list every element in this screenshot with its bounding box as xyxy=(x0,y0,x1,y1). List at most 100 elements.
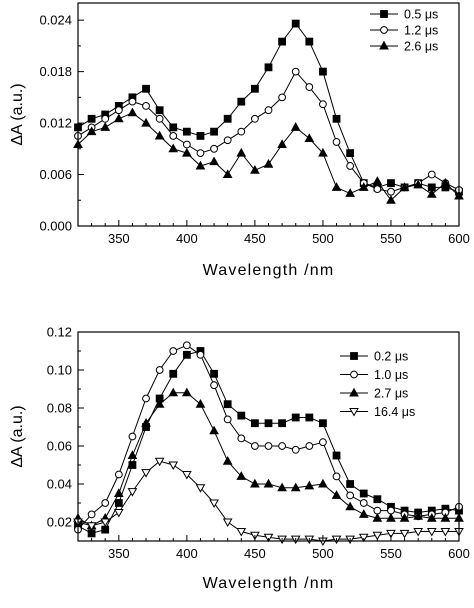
data-point xyxy=(113,509,124,518)
data-point xyxy=(196,132,205,140)
data-point xyxy=(223,136,232,145)
data-point xyxy=(346,480,355,488)
data-point xyxy=(142,394,150,403)
data-point xyxy=(141,469,151,478)
data-point xyxy=(100,518,111,528)
data-point xyxy=(346,491,355,500)
data-point xyxy=(210,381,218,390)
data-point xyxy=(319,100,327,109)
data-point xyxy=(210,127,218,136)
y-tick-label: 0.024 xyxy=(39,13,72,28)
data-point xyxy=(141,117,151,127)
data-point xyxy=(222,169,233,179)
x-axis-title: Wavelength /nm xyxy=(203,262,335,279)
data-point xyxy=(236,528,247,537)
data-point xyxy=(264,63,273,72)
data-point xyxy=(142,102,150,110)
x-tick-label: 500 xyxy=(312,546,334,561)
data-point xyxy=(128,432,137,441)
data-point xyxy=(440,177,451,187)
data-point xyxy=(101,525,110,534)
y-tick-label: 0.018 xyxy=(39,64,72,79)
y-tick-label: 0.02 xyxy=(47,515,72,530)
x-tick-label: 400 xyxy=(176,546,198,561)
data-point xyxy=(169,369,178,378)
data-point xyxy=(359,499,368,507)
data-point xyxy=(169,132,178,140)
data-point xyxy=(142,84,150,93)
legend-label: 1.2 μs xyxy=(404,24,438,38)
data-point xyxy=(209,156,219,166)
legend-marker xyxy=(379,40,389,50)
data-point xyxy=(114,106,123,115)
series-line xyxy=(77,460,459,542)
x-tick-label: 350 xyxy=(108,231,130,246)
y-axis-title: ΔA (a.u.) xyxy=(9,83,26,145)
legend-marker xyxy=(349,408,359,417)
data-point xyxy=(332,451,341,460)
data-point xyxy=(168,387,179,397)
legend-label: 0.2 μs xyxy=(374,350,408,364)
data-point xyxy=(113,488,124,497)
data-point xyxy=(319,419,327,428)
data-point xyxy=(222,518,233,528)
data-point xyxy=(101,114,110,123)
data-point xyxy=(237,411,246,420)
y-tick-label: 0.000 xyxy=(39,219,72,234)
data-point xyxy=(195,398,206,408)
data-point xyxy=(250,419,259,428)
data-point xyxy=(223,114,232,123)
data-point xyxy=(358,182,369,191)
legend-label: 2.6 μs xyxy=(404,40,438,54)
y-tick-label: 0.06 xyxy=(47,439,72,454)
data-point xyxy=(100,122,111,131)
data-point xyxy=(304,133,315,143)
series-4 xyxy=(73,457,464,547)
chart-panel-1: 350 400 450 500 550 600 0.000 0.006 0.012 0.018 0.… xyxy=(9,2,470,279)
data-point xyxy=(236,147,247,157)
data-point xyxy=(345,188,355,197)
data-point xyxy=(399,512,410,522)
data-point xyxy=(290,482,301,492)
data-point xyxy=(277,139,287,149)
data-point xyxy=(223,400,232,409)
data-point xyxy=(291,413,300,422)
data-point xyxy=(237,434,246,443)
data-point xyxy=(386,512,396,522)
legend-label: 2.7 μs xyxy=(374,387,408,401)
data-point xyxy=(426,189,437,198)
data-point xyxy=(155,106,164,115)
y-tick-label: 0.12 xyxy=(47,325,72,340)
data-point xyxy=(196,149,205,157)
data-point xyxy=(427,170,436,179)
data-point xyxy=(210,369,218,378)
x-tick-label: 550 xyxy=(380,546,402,561)
data-point xyxy=(209,425,219,435)
data-point xyxy=(182,341,191,350)
data-point xyxy=(413,528,424,537)
data-point xyxy=(278,419,287,428)
series-2 xyxy=(74,67,463,196)
x-tick-label: 600 xyxy=(448,231,470,246)
data-point xyxy=(263,478,274,488)
data-point xyxy=(440,512,451,522)
data-point xyxy=(278,37,287,46)
y-tick-label: 0.10 xyxy=(47,363,72,378)
data-point xyxy=(426,512,437,522)
data-point xyxy=(87,114,96,123)
legend-label: 1.0 μs xyxy=(374,368,408,382)
data-point xyxy=(237,97,246,106)
x-axis-title: Wavelength /nm xyxy=(203,575,335,592)
data-point xyxy=(277,482,287,492)
data-point xyxy=(331,182,342,191)
data-point xyxy=(332,114,341,123)
data-point xyxy=(86,126,97,136)
y-tick-label: 0.08 xyxy=(47,401,72,416)
data-point xyxy=(86,522,97,531)
legend: 0.5 μs 1.2 μs 2.6 μs xyxy=(370,8,438,54)
data-point xyxy=(386,195,396,204)
data-point xyxy=(222,455,233,465)
legend-marker xyxy=(380,10,388,18)
x-tick-label: 600 xyxy=(448,546,470,561)
data-point xyxy=(373,495,382,504)
